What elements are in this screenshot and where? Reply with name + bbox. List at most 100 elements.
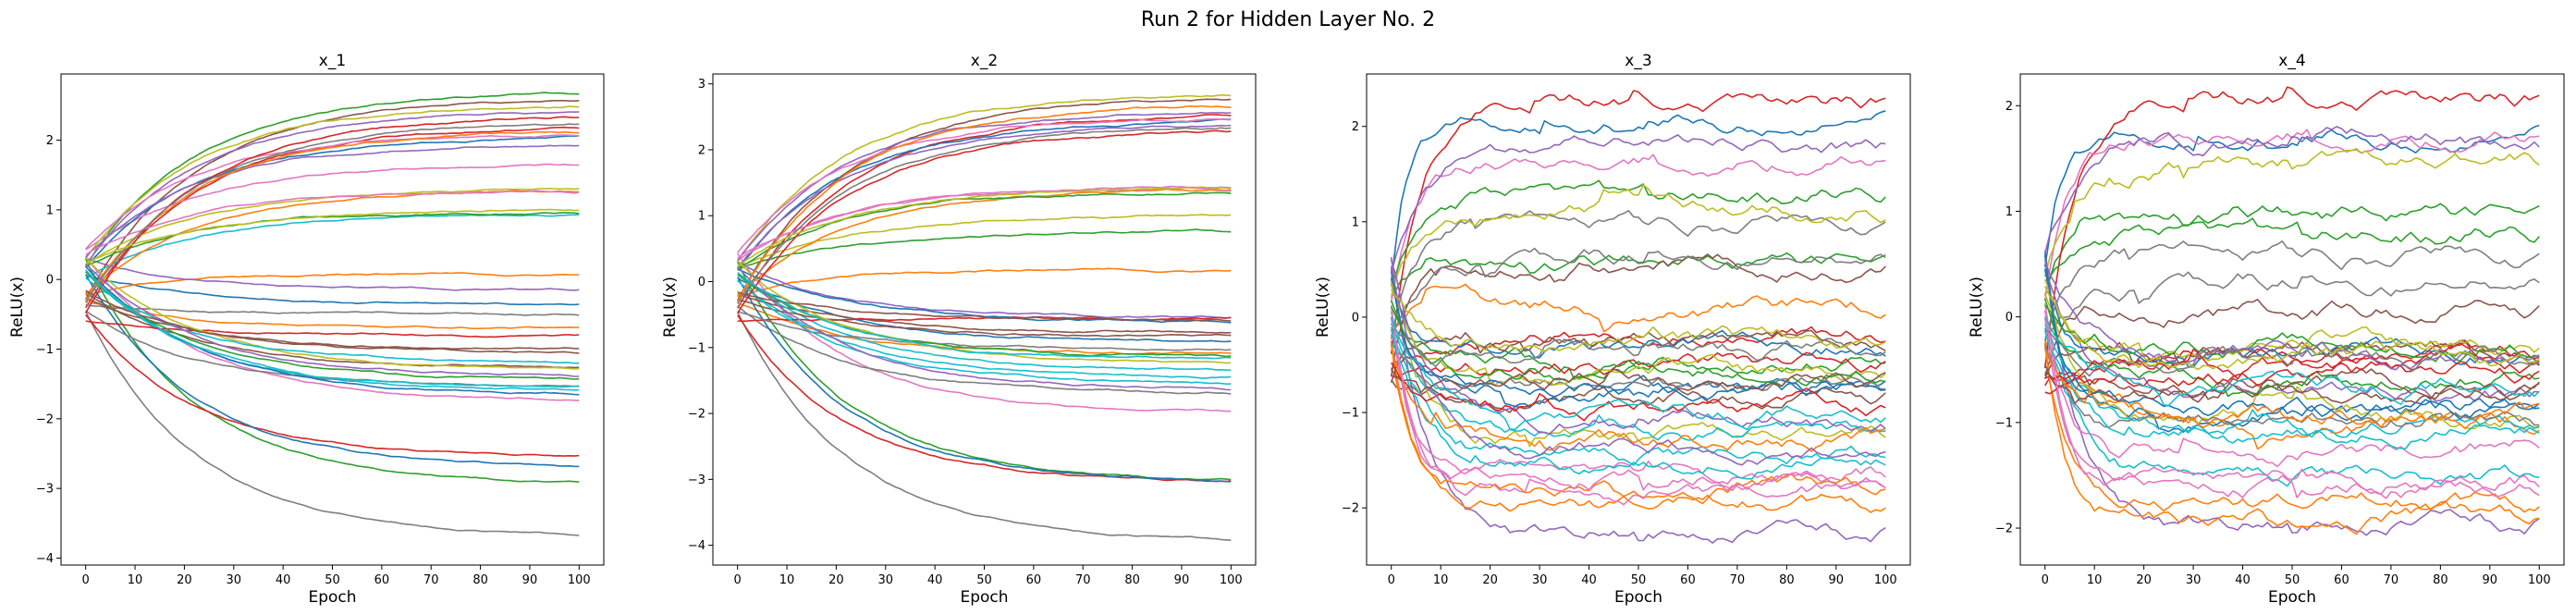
series-line-12 bbox=[2043, 346, 2540, 513]
x-tick-label: 50 bbox=[325, 573, 340, 587]
series-line-32 bbox=[1390, 346, 1886, 452]
series-line-29 bbox=[2043, 278, 2540, 363]
series-line-2 bbox=[1390, 283, 1886, 338]
series-line-9 bbox=[737, 93, 1232, 263]
series-line-30 bbox=[737, 279, 1232, 385]
series-line-10 bbox=[737, 279, 1232, 379]
subplot-title: x_1 bbox=[319, 52, 346, 70]
figure-suptitle: Run 2 for Hidden Layer No. 2 bbox=[1141, 8, 1435, 31]
subplot-title: x_2 bbox=[971, 52, 998, 70]
series-line-40 bbox=[1390, 316, 1886, 431]
x-tick-label: 40 bbox=[927, 573, 943, 587]
series-line-25 bbox=[85, 144, 580, 258]
x-tick-label: 30 bbox=[1532, 573, 1548, 587]
x-tick-label: 60 bbox=[374, 573, 390, 587]
series-line-23 bbox=[1390, 300, 1886, 380]
series-line-26 bbox=[85, 297, 580, 350]
series-line-28 bbox=[2043, 344, 2540, 429]
series-line-12 bbox=[1390, 343, 1886, 513]
x-tick-label: 60 bbox=[2334, 573, 2349, 587]
series-line-24 bbox=[2044, 361, 2540, 395]
series-line-30 bbox=[1390, 329, 1886, 480]
series-line-6 bbox=[85, 100, 580, 300]
series-line-32 bbox=[85, 130, 580, 301]
x-tick-label: 10 bbox=[2087, 573, 2103, 587]
series-line-11 bbox=[2043, 252, 2540, 433]
x-tick-label: 20 bbox=[1482, 573, 1498, 587]
series-line-8 bbox=[736, 311, 1232, 541]
series-line-1 bbox=[85, 275, 580, 306]
series-line-34 bbox=[737, 129, 1232, 314]
series-line-21 bbox=[85, 274, 580, 468]
y-tick-label: −2 bbox=[1342, 502, 1359, 516]
series-line-3 bbox=[2043, 203, 2540, 296]
series-line-18 bbox=[737, 304, 1232, 395]
series-line-15 bbox=[737, 124, 1232, 269]
y-tick-label: 2 bbox=[2006, 100, 2013, 114]
x-tick-label: 60 bbox=[1680, 573, 1696, 587]
y-tick-label: 2 bbox=[1352, 120, 1359, 134]
y-tick-label: −3 bbox=[688, 474, 705, 487]
series-line-39 bbox=[1391, 289, 1886, 352]
series-line-7 bbox=[85, 163, 580, 251]
x-tick-label: 90 bbox=[522, 573, 538, 587]
series-line-16 bbox=[737, 293, 1232, 334]
x-tick-label: 40 bbox=[2235, 573, 2251, 587]
series-line-8 bbox=[2043, 240, 2540, 342]
series-line-18 bbox=[85, 303, 580, 316]
y-tick-label: −3 bbox=[36, 483, 54, 497]
series-line-36 bbox=[737, 290, 1232, 322]
series-line-36 bbox=[85, 289, 580, 354]
y-tick-label: 2 bbox=[46, 134, 54, 148]
series-line-39 bbox=[2043, 286, 2540, 371]
series-line-1 bbox=[737, 277, 1232, 343]
x-tick-label: 10 bbox=[1433, 573, 1449, 587]
x-tick-label: 10 bbox=[779, 573, 795, 587]
y-tick-label: 1 bbox=[46, 203, 54, 217]
x-tick-label: 90 bbox=[2483, 573, 2498, 587]
x-tick-label: 50 bbox=[2285, 573, 2300, 587]
series-line-14 bbox=[1391, 326, 1886, 371]
x-tick-label: 80 bbox=[472, 573, 488, 587]
y-tick-label: 1 bbox=[1352, 215, 1359, 229]
series-line-27 bbox=[737, 118, 1232, 253]
x-tick-label: 60 bbox=[1026, 573, 1042, 587]
x-tick-label: 30 bbox=[226, 573, 241, 587]
series-line-19 bbox=[1390, 184, 1886, 297]
series-line-31 bbox=[2043, 255, 2540, 422]
y-tick-label: −1 bbox=[688, 341, 705, 355]
series-line-11 bbox=[737, 117, 1232, 271]
y-tick-label: −2 bbox=[1995, 523, 2013, 536]
series-line-5 bbox=[85, 257, 580, 291]
series-line-19 bbox=[737, 214, 1232, 270]
x-tick-label: 30 bbox=[877, 573, 893, 587]
y-tick-label: −2 bbox=[688, 408, 705, 422]
series-line-2 bbox=[737, 267, 1232, 298]
series-line-30 bbox=[85, 277, 580, 364]
series-line-4 bbox=[2043, 86, 2540, 369]
series-line-38 bbox=[85, 123, 580, 303]
series-line-40 bbox=[2043, 315, 2540, 407]
series-line-7 bbox=[1390, 154, 1886, 303]
x-tick-label: 20 bbox=[177, 573, 192, 587]
subplot-x1: x_1 Epoch ReLU(x) 0 10 20 30 40 50 60 70 80 90 100… bbox=[8, 52, 605, 607]
y-tick-label: 0 bbox=[2006, 311, 2013, 325]
x-tick-label: 10 bbox=[128, 573, 143, 587]
series-line-10 bbox=[85, 214, 580, 279]
series-line-20 bbox=[2043, 324, 2540, 438]
x-tick-label: 20 bbox=[2136, 573, 2152, 587]
series-line-18 bbox=[1390, 247, 1886, 337]
series-line-6 bbox=[2043, 299, 2540, 376]
series-line-1 bbox=[2043, 124, 2540, 267]
x-tick-label: 80 bbox=[1779, 573, 1795, 587]
series-line-3 bbox=[737, 228, 1232, 271]
series-line-10 bbox=[1390, 326, 1886, 466]
series-line-23 bbox=[737, 191, 1232, 270]
subplot-x4: x_4 Epoch ReLU(x) 0 10 20 30 40 50 60 70 80 90 100… bbox=[1968, 52, 2565, 607]
x-tick-label: 90 bbox=[1829, 573, 1845, 587]
series-line-23 bbox=[85, 212, 580, 267]
x-tick-label: 80 bbox=[2433, 573, 2448, 587]
y-axis-label: ReLU(x) bbox=[8, 277, 27, 338]
series-line-14 bbox=[85, 314, 580, 457]
